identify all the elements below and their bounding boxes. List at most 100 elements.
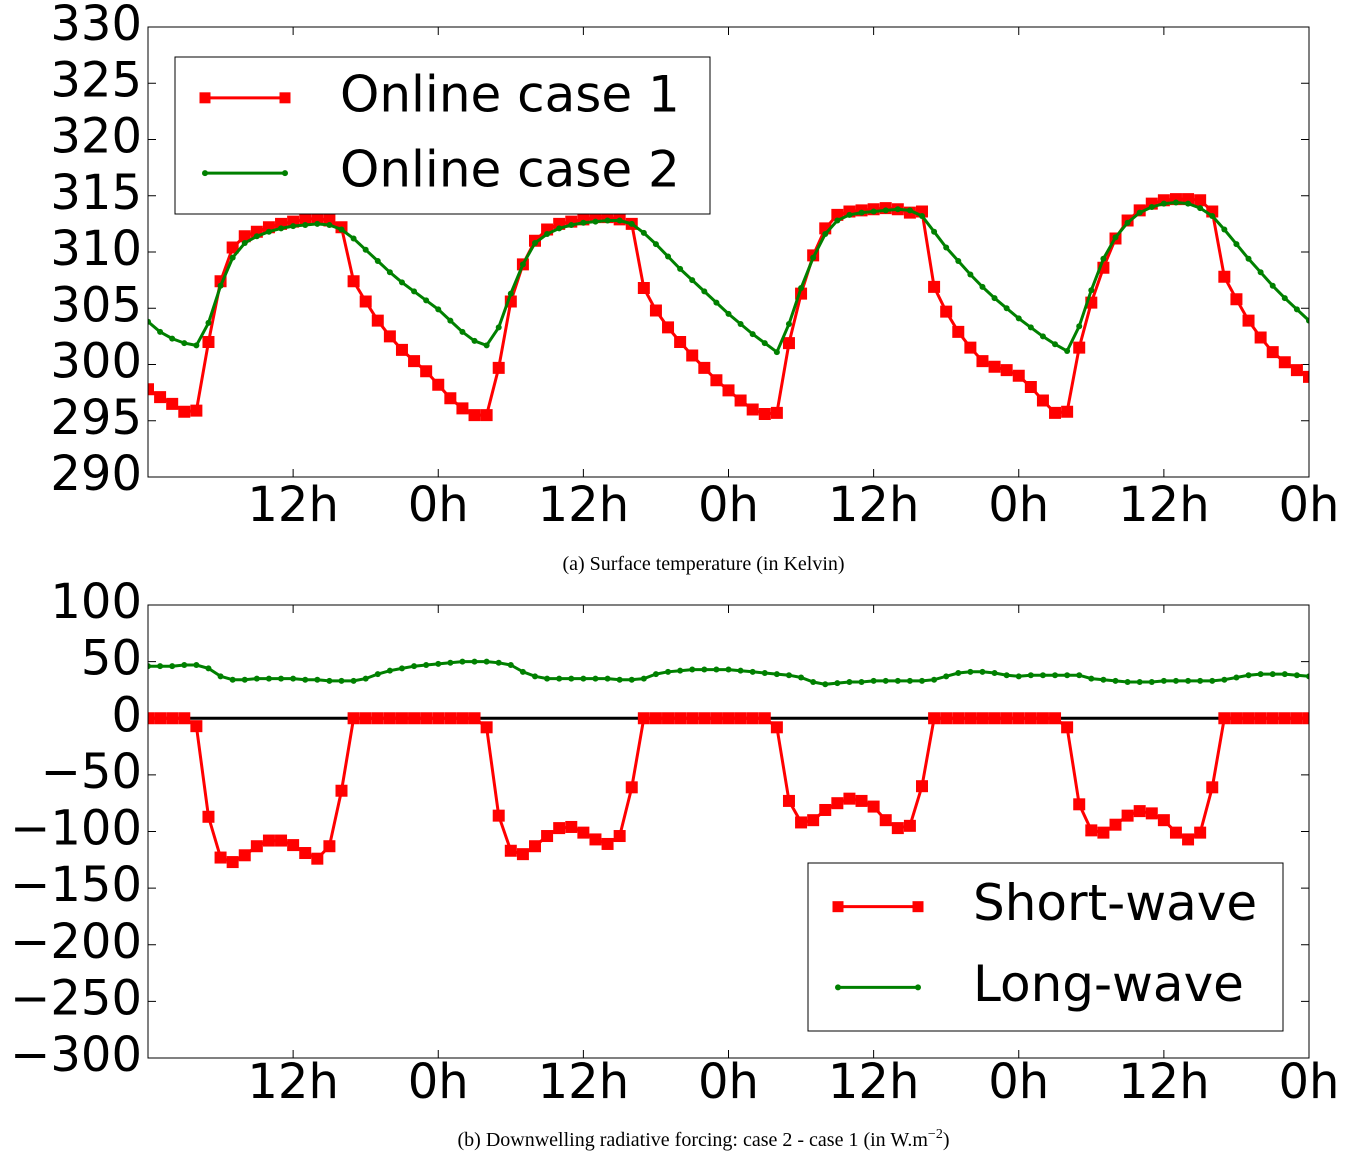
marker	[1197, 205, 1204, 212]
x-tick-label: 12h	[538, 477, 630, 533]
marker	[761, 340, 768, 347]
y-tick-label: −100	[10, 801, 142, 857]
marker	[882, 677, 889, 684]
y-tick-label: 325	[50, 52, 142, 108]
marker	[202, 336, 215, 348]
marker	[580, 675, 587, 682]
y-tick-label: −150	[10, 857, 142, 913]
marker	[217, 282, 224, 289]
legend-marker	[835, 984, 841, 991]
marker	[625, 781, 638, 794]
y-tick-label: 50	[81, 631, 142, 687]
marker	[395, 712, 408, 725]
marker	[299, 847, 312, 860]
marker	[290, 675, 297, 682]
marker	[314, 220, 321, 227]
marker	[1266, 712, 1279, 725]
marker	[589, 833, 602, 846]
marker	[604, 217, 611, 224]
marker	[398, 279, 405, 286]
marker	[193, 342, 200, 349]
marker	[1012, 712, 1025, 725]
marker	[677, 667, 684, 674]
marker	[166, 397, 179, 410]
x-tick-label: 12h	[1118, 477, 1210, 533]
marker	[674, 712, 687, 725]
marker	[652, 671, 659, 678]
marker	[516, 848, 529, 861]
marker	[1148, 679, 1155, 686]
legend-marker	[202, 170, 208, 177]
marker	[253, 675, 260, 682]
marker	[432, 712, 445, 725]
marker	[879, 814, 892, 827]
marker	[229, 254, 236, 261]
marker	[568, 675, 575, 682]
marker	[870, 677, 877, 684]
marker	[1000, 364, 1013, 377]
marker	[217, 673, 224, 680]
marker	[1303, 712, 1309, 725]
marker	[350, 235, 357, 242]
marker	[193, 662, 200, 669]
marker	[241, 676, 248, 683]
marker	[592, 675, 599, 682]
marker	[734, 394, 747, 407]
marker	[226, 856, 239, 869]
marker	[1172, 677, 1179, 684]
marker	[456, 402, 469, 415]
y-tick-label: 320	[50, 109, 142, 165]
marker	[701, 666, 708, 673]
marker	[782, 794, 795, 807]
marker	[169, 663, 176, 670]
marker	[722, 712, 735, 725]
marker	[616, 676, 623, 683]
marker	[1209, 677, 1216, 684]
marker	[1073, 798, 1086, 811]
marker	[1003, 305, 1010, 312]
marker	[1194, 194, 1207, 207]
marker	[701, 288, 708, 295]
marker	[1233, 241, 1240, 248]
marker	[148, 712, 154, 725]
marker	[492, 809, 505, 822]
marker	[1266, 346, 1279, 359]
marker	[903, 819, 916, 832]
marker	[468, 409, 481, 422]
marker	[238, 849, 251, 862]
marker	[519, 261, 526, 268]
marker	[628, 220, 635, 227]
marker	[737, 321, 744, 327]
marker	[447, 317, 454, 324]
marker	[640, 675, 647, 682]
caption: (b) Downwelling radiative forcing: case …	[458, 1127, 950, 1151]
marker	[1230, 712, 1243, 725]
marker	[710, 712, 723, 725]
marker	[374, 671, 381, 678]
marker	[1221, 676, 1228, 683]
marker	[967, 271, 974, 278]
marker	[637, 282, 650, 294]
marker	[782, 337, 795, 350]
marker	[749, 331, 756, 338]
y-tick-label: 310	[50, 221, 142, 277]
marker	[178, 712, 191, 725]
marker	[979, 283, 986, 290]
marker	[674, 336, 687, 348]
marker	[955, 669, 962, 676]
y-tick-label: −50	[41, 744, 142, 800]
marker	[785, 321, 792, 327]
marker	[979, 668, 986, 675]
series-line	[148, 200, 1309, 355]
marker	[1061, 721, 1074, 734]
marker	[662, 321, 675, 334]
marker	[713, 299, 720, 306]
marker	[616, 217, 623, 224]
marker	[202, 810, 215, 823]
y-tick-label: 100	[50, 574, 142, 630]
marker	[1027, 672, 1034, 679]
marker	[988, 360, 1001, 373]
marker	[1100, 255, 1107, 262]
marker	[359, 712, 372, 725]
